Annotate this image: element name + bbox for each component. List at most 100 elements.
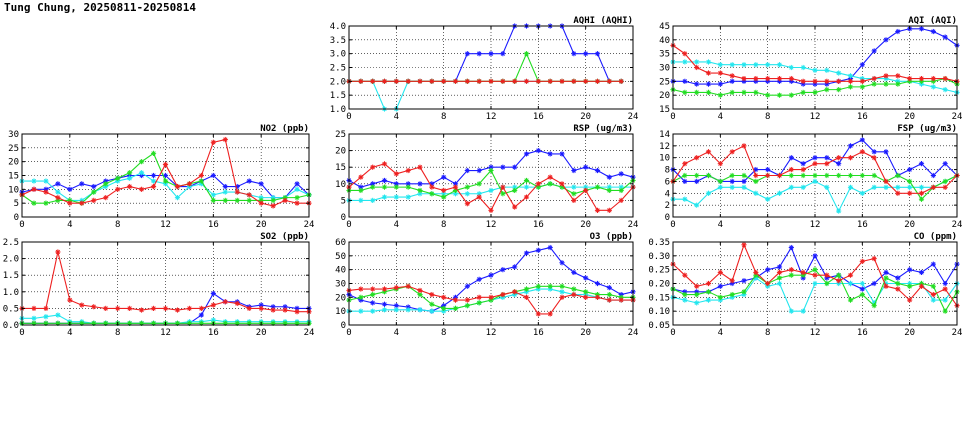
x-tick-label: 24	[304, 328, 315, 338]
y-tick-label: 4.0	[330, 22, 346, 32]
data-point-blue	[741, 278, 747, 284]
data-point-blue	[594, 167, 601, 174]
data-point-blue	[571, 167, 577, 174]
y-tick-label: 1.5	[330, 91, 346, 101]
data-point-green	[847, 172, 854, 179]
y-tick-label: 15	[659, 105, 670, 115]
data-point-green	[812, 267, 818, 273]
data-point-blue	[812, 253, 818, 259]
y-tick-label: 10	[659, 154, 670, 164]
data-point-green	[31, 200, 37, 206]
data-point-green	[788, 272, 794, 278]
data-point-blue	[594, 51, 601, 57]
data-point-red	[942, 75, 948, 82]
chart-co: 0 4 8 12 16 20 24 0.05 0.10 0.15 0.20 0.25 0.30 0.35 C…	[648, 232, 962, 338]
y-tick-label: 1.0	[330, 105, 346, 115]
data-point-red	[476, 294, 482, 300]
data-point-red	[606, 297, 612, 303]
data-point-red	[138, 307, 145, 313]
data-point-cyan	[871, 184, 877, 190]
data-point-blue	[895, 275, 901, 281]
data-point-red	[393, 78, 399, 84]
x-tick-label: 20	[580, 220, 591, 230]
data-point-red	[162, 305, 169, 311]
data-point-red	[417, 164, 423, 170]
y-tick-label: 20	[335, 293, 346, 303]
data-point-blue	[729, 78, 735, 84]
data-point-red	[429, 291, 435, 298]
data-point-red	[535, 181, 541, 187]
data-point-green	[812, 172, 818, 179]
data-point-red	[55, 195, 61, 201]
data-point-red	[500, 291, 506, 298]
y-tick-label: 0.20	[648, 280, 670, 290]
data-point-red	[836, 78, 842, 84]
data-point-blue	[942, 34, 948, 40]
data-point-blue	[847, 143, 854, 149]
data-point-red	[115, 305, 121, 311]
data-point-blue	[741, 178, 747, 185]
y-tick-label: 8	[665, 166, 670, 176]
y-tick-label: 0	[341, 321, 346, 331]
y-tick-label: 0.15	[648, 293, 670, 303]
data-point-red	[847, 272, 854, 278]
data-point-blue	[942, 161, 948, 167]
data-point-green	[907, 283, 913, 289]
data-point-green	[847, 84, 854, 90]
data-point-green	[476, 181, 482, 187]
data-point-red	[429, 184, 435, 190]
data-point-cyan	[930, 84, 936, 90]
data-point-red	[43, 305, 49, 311]
data-point-red	[741, 143, 747, 149]
data-point-red	[91, 197, 97, 203]
data-point-red	[79, 302, 85, 308]
data-point-red	[210, 139, 216, 145]
data-point-red	[618, 197, 624, 203]
data-point-red	[405, 78, 411, 84]
data-point-red	[883, 73, 889, 79]
y-tick-label: 0	[665, 213, 670, 223]
data-point-blue	[452, 181, 459, 187]
data-point-red	[294, 200, 300, 206]
y-tick-label: 12	[659, 142, 670, 152]
x-tick-label: 24	[952, 328, 963, 338]
data-point-blue	[370, 300, 376, 306]
y-tick-label: 25	[335, 130, 346, 140]
x-tick-label: 8	[765, 328, 770, 338]
data-point-red	[282, 307, 288, 313]
data-point-green	[883, 81, 889, 87]
data-point-red	[907, 75, 913, 82]
x-tick-label: 0	[346, 328, 351, 338]
data-point-blue	[883, 149, 889, 155]
data-point-green	[150, 150, 157, 156]
data-point-blue	[729, 178, 735, 185]
data-point-green	[800, 172, 806, 179]
data-point-cyan	[559, 289, 565, 295]
data-point-green	[765, 92, 771, 98]
chart-title: CO (ppm)	[914, 232, 957, 242]
data-point-red	[417, 287, 423, 294]
data-point-cyan	[741, 184, 747, 190]
data-point-red	[859, 78, 865, 84]
data-point-cyan	[705, 297, 712, 303]
x-tick-label: 8	[441, 112, 446, 122]
data-point-blue	[222, 183, 228, 190]
data-point-green	[488, 167, 494, 174]
data-point-red	[512, 78, 518, 84]
data-point-blue	[583, 51, 589, 57]
data-point-red	[895, 190, 901, 196]
data-point-blue	[765, 267, 771, 273]
data-point-green	[942, 178, 948, 185]
data-point-red	[765, 280, 771, 287]
data-point-red	[186, 181, 193, 187]
data-point-red	[594, 78, 601, 84]
data-point-green	[162, 178, 169, 184]
y-tick-label: 5	[14, 199, 19, 209]
x-tick-label: 4	[394, 112, 399, 122]
y-tick-label: 0.0	[3, 321, 19, 331]
data-point-blue	[523, 151, 530, 157]
data-point-green	[824, 280, 830, 287]
data-point-red	[150, 183, 157, 190]
x-tick-label: 16	[208, 328, 219, 338]
x-tick-label: 0	[670, 328, 675, 338]
